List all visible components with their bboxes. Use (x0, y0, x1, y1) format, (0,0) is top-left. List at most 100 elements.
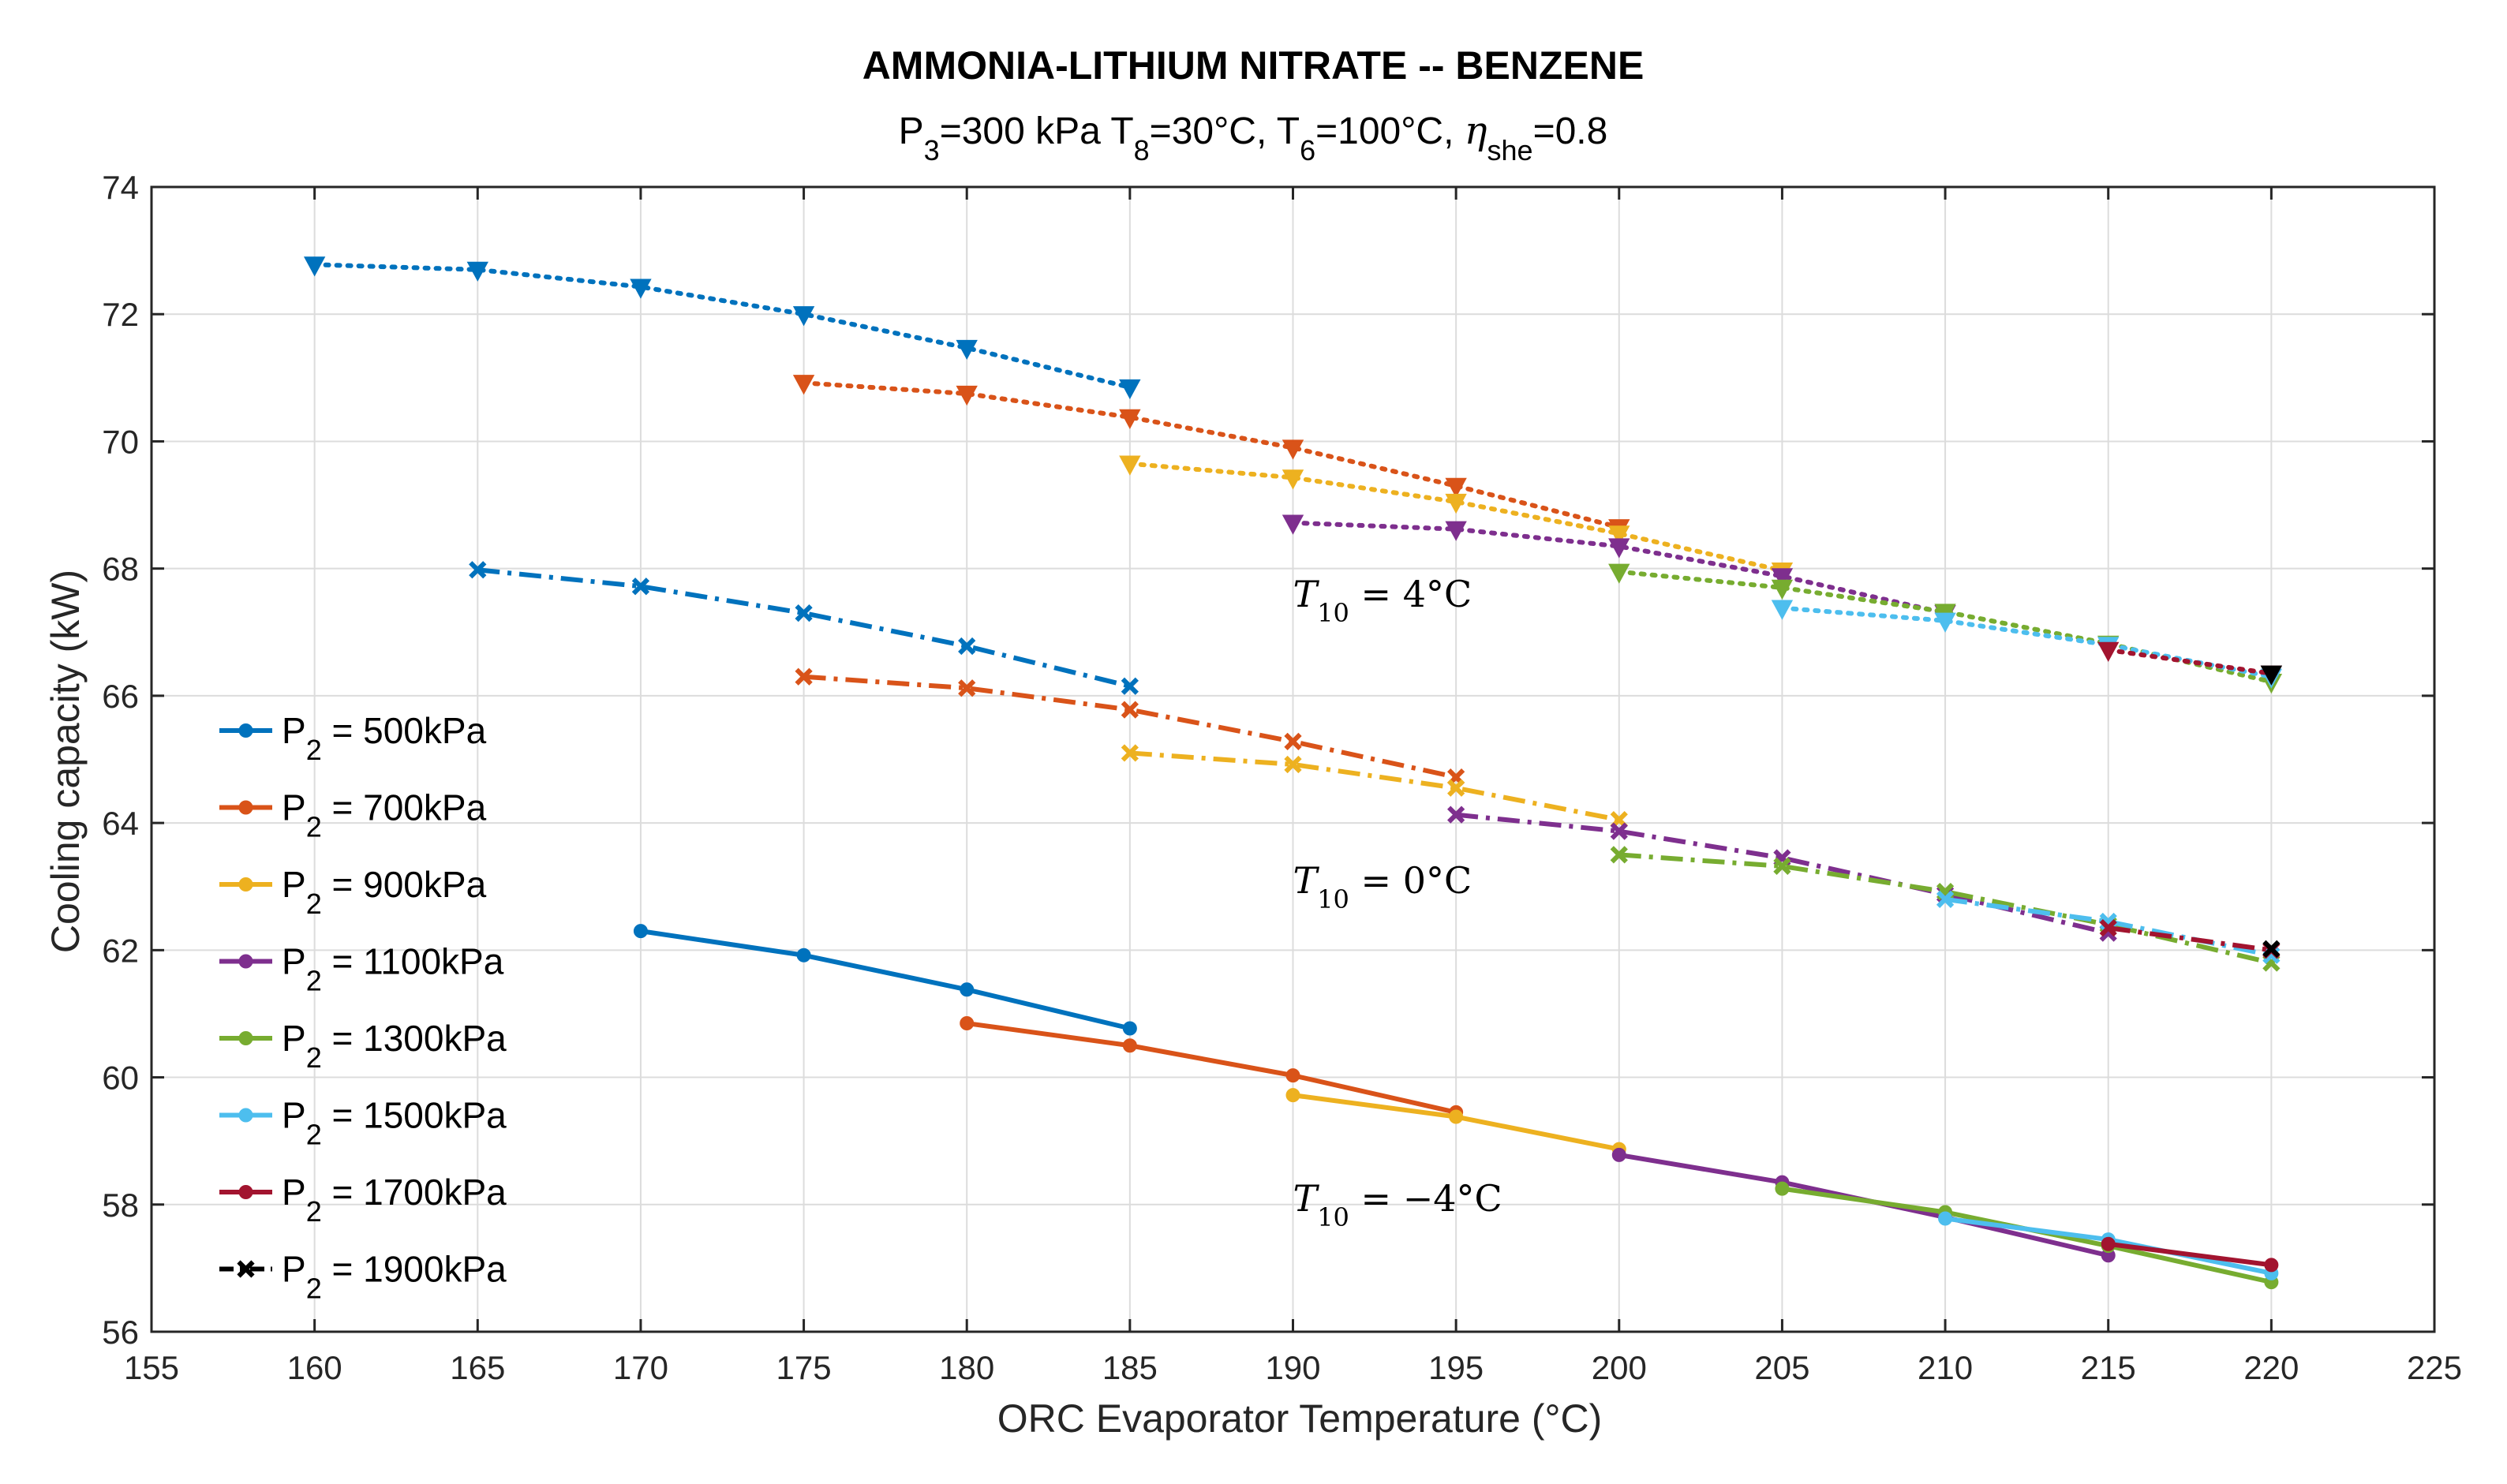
x-tick-label: 205 (1754, 1349, 1809, 1386)
temperature-annotation: T10 = 0°C (1293, 859, 1472, 914)
data-point (2097, 641, 2120, 662)
data-point (1284, 732, 1302, 751)
data-point (1121, 701, 1139, 719)
legend: P2 = 500kPa P2 = 700kPa P2 = 900kPa P2 = 11… (219, 710, 507, 1304)
annotations: T10 = 4°C T10 = 0°C T10 = −4°C (1293, 573, 1502, 1232)
legend-entry: P2 = 1100kPa (219, 941, 504, 997)
subtitle-part-7: η (1465, 109, 1487, 153)
data-point (633, 924, 648, 939)
data-point (466, 261, 488, 282)
x-tick-label: 165 (450, 1349, 505, 1386)
series-1700kPa-solid (2101, 1236, 2279, 1273)
data-point (1608, 563, 1630, 584)
data-point (1771, 579, 1794, 600)
data-point (956, 339, 978, 361)
x-tick-label: 180 (939, 1349, 994, 1386)
data-point (1121, 744, 1139, 762)
x-tick-label: 215 (2081, 1349, 2136, 1386)
series-line (1127, 461, 1785, 574)
subtitle-part-3: 8 (1134, 134, 1150, 166)
series-line (1944, 896, 2272, 958)
data-point (1285, 1068, 1300, 1083)
x-tick-label: 210 (1918, 1349, 1973, 1386)
series-line (312, 262, 1132, 390)
temperature-annotation: T10 = 4°C (1293, 573, 1472, 628)
data-point (960, 1016, 975, 1031)
series-line (1290, 520, 1948, 616)
data-point (1285, 1088, 1300, 1103)
series-700kPa-solid (960, 1016, 1464, 1120)
data-point (303, 256, 326, 277)
series-line (477, 567, 1131, 689)
data-point (1775, 1181, 1790, 1196)
series-1900kPa-dotted (2260, 665, 2283, 686)
x-tick-label: 220 (2243, 1349, 2299, 1386)
data-point (1445, 521, 1467, 541)
data-point (1122, 1038, 1137, 1053)
legend-swatch-marker (238, 1031, 253, 1045)
legend-label: P2 = 1100kPa (282, 941, 504, 997)
subtitle-part-6: =100°C, (1315, 110, 1465, 152)
subtitle-part-8: she (1487, 134, 1533, 166)
series-line (966, 1021, 1457, 1115)
data-point (2101, 1236, 2116, 1251)
plot-area (303, 256, 2283, 1290)
series-line (803, 674, 1457, 780)
legend-label: P2 = 1300kPa (282, 1018, 507, 1074)
series-500kPa-dotted (303, 256, 1141, 400)
ticks: 155 160 165 170 175 180 185 190 195 200 205 210 215 2… (102, 169, 2462, 1386)
data-point (958, 637, 976, 656)
data-point (1773, 857, 1791, 876)
subtitle-part-2: =300 kPa T (940, 110, 1134, 152)
data-point (631, 578, 650, 596)
data-point (1934, 612, 1956, 633)
x-tick-label: 185 (1102, 1349, 1158, 1386)
series-line (2105, 647, 2274, 676)
series-line (2108, 1241, 2272, 1268)
series-line (640, 929, 1131, 1031)
data-point (1610, 846, 1628, 864)
data-point (1284, 755, 1302, 774)
y-tick-label: 58 (102, 1187, 139, 1224)
x-tick-label: 200 (1592, 1349, 1647, 1386)
data-point (795, 667, 813, 686)
y-tick-label: 66 (102, 678, 139, 715)
data-point (1121, 677, 1139, 695)
data-point (2262, 940, 2281, 958)
data-point (1608, 525, 1630, 546)
y-tick-label: 60 (102, 1060, 139, 1097)
data-point (796, 948, 811, 963)
x-tick-label: 155 (124, 1349, 179, 1386)
legend-label: P2 = 900kPa (282, 864, 487, 920)
legend-swatch-marker (238, 723, 253, 738)
data-point (1611, 1147, 1626, 1162)
data-point (2264, 1258, 2279, 1273)
legend-entry: P2 = 1300kPa (219, 1018, 507, 1074)
data-point (630, 278, 652, 299)
chart-subtitle: P3=300 kPa T8=30°C, T6=100°C, ηshe=0.8 (899, 109, 1608, 166)
data-point (1282, 514, 1304, 535)
data-point (792, 375, 815, 395)
series-1900kPa-dashdot (2262, 940, 2281, 958)
x-tick-label: 190 (1265, 1349, 1320, 1386)
legend-swatch-marker (238, 800, 253, 815)
x-axis-label: ORC Evaporator Temperature (°C) (997, 1396, 1603, 1441)
chart-title: AMMONIA-LITHIUM NITRATE -- BENZENE (862, 43, 1645, 88)
y-tick-label: 62 (102, 932, 139, 969)
legend-label: P2 = 1700kPa (282, 1172, 507, 1228)
y-tick-label: 64 (102, 805, 139, 842)
legend-entry: P2 = 1500kPa (219, 1095, 507, 1150)
y-tick-label: 74 (102, 169, 139, 206)
series-900kPa-dotted (1119, 455, 1794, 583)
data-point (1119, 455, 1141, 476)
data-point (1445, 493, 1467, 514)
data-point (1610, 822, 1628, 840)
y-tick-label: 70 (102, 423, 139, 460)
legend-label: P2 = 500kPa (282, 710, 487, 766)
legend-entry: P2 = 900kPa (219, 864, 487, 920)
data-point (1936, 890, 1955, 908)
data-point (1771, 600, 1794, 620)
legend-entry: P2 = 700kPa (219, 787, 487, 843)
data-point (958, 679, 976, 697)
